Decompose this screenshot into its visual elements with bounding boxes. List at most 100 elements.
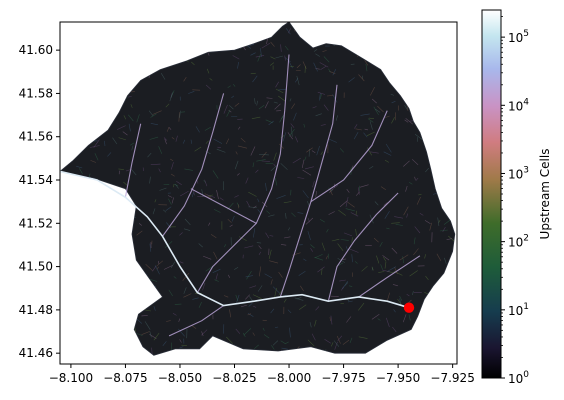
drainage-texture-line bbox=[306, 147, 313, 153]
drainage-texture-line bbox=[201, 329, 208, 336]
drainage-texture-line bbox=[270, 165, 278, 172]
drainage-texture-line bbox=[378, 271, 385, 273]
drainage-texture-line bbox=[354, 124, 358, 129]
drainage-texture-line bbox=[359, 184, 369, 188]
drainage-texture-line bbox=[170, 173, 175, 177]
drainage-texture-line bbox=[212, 170, 219, 179]
drainage-texture-line bbox=[380, 186, 386, 191]
drainage-texture-line bbox=[353, 132, 359, 140]
drainage-texture-line bbox=[254, 98, 256, 105]
drainage-texture-line bbox=[134, 327, 137, 333]
drainage-texture-line bbox=[273, 163, 276, 167]
drainage-texture-line bbox=[390, 93, 395, 96]
drainage-texture-line bbox=[263, 334, 270, 339]
drainage-texture-line bbox=[264, 101, 269, 109]
drainage-texture-line bbox=[374, 201, 379, 206]
drainage-texture-line bbox=[252, 294, 262, 299]
drainage-texture-line bbox=[150, 123, 158, 125]
drainage-texture-line bbox=[273, 152, 277, 161]
drainage-texture-line bbox=[287, 132, 293, 140]
drainage-texture-line bbox=[328, 68, 331, 73]
drainage-texture-line bbox=[270, 308, 275, 314]
drainage-texture-line bbox=[178, 328, 185, 337]
drainage-texture-line bbox=[290, 123, 295, 128]
y-tick-label: 41.50 bbox=[19, 260, 53, 274]
drainage-texture-line bbox=[313, 49, 318, 52]
drainage-texture-line bbox=[270, 41, 275, 47]
y-tick-label: 41.56 bbox=[19, 130, 53, 144]
drainage-texture-line bbox=[369, 121, 373, 130]
drainage-texture-line bbox=[340, 239, 349, 241]
drainage-texture-line bbox=[175, 184, 179, 189]
drainage-texture-line bbox=[354, 261, 358, 264]
drainage-texture-line bbox=[338, 209, 346, 216]
drainage-texture-line bbox=[148, 110, 154, 117]
colorbar-tick-label: 101 bbox=[508, 302, 529, 318]
drainage-texture-line bbox=[245, 177, 249, 184]
drainage-texture-line bbox=[331, 342, 334, 347]
drainage-texture-line bbox=[150, 163, 161, 165]
drainage-texture-line bbox=[371, 313, 380, 320]
drainage-texture-line bbox=[339, 279, 346, 282]
drainage-texture-line bbox=[274, 103, 281, 110]
colorbar-label: Upstream Cells bbox=[538, 149, 552, 240]
drainage-texture-line bbox=[394, 267, 398, 275]
tributary-channel bbox=[196, 54, 290, 293]
drainage-texture-line bbox=[237, 145, 248, 149]
drainage-texture-line bbox=[250, 72, 256, 75]
drainage-texture-line bbox=[413, 248, 419, 256]
drainage-texture-line bbox=[408, 314, 411, 321]
drainage-texture-line bbox=[216, 189, 219, 200]
drainage-texture-line bbox=[130, 104, 133, 108]
drainage-texture-line bbox=[94, 153, 99, 161]
drainage-texture-line bbox=[253, 205, 257, 209]
drainage-texture-line bbox=[385, 143, 392, 153]
drainage-texture-line bbox=[284, 55, 286, 61]
drainage-texture-line bbox=[387, 292, 390, 301]
drainage-texture-line bbox=[320, 124, 326, 126]
drainage-texture-line bbox=[313, 62, 318, 72]
drainage-texture-line bbox=[213, 251, 218, 260]
drainage-texture-line bbox=[405, 118, 413, 125]
drainage-texture-line bbox=[411, 159, 419, 166]
drainage-texture-line bbox=[284, 45, 289, 51]
drainage-texture-line bbox=[425, 167, 430, 173]
x-axis: −8.100 −8.075 −8.050 −8.025 −8.000 −7.975 −7.9… bbox=[49, 364, 475, 385]
drainage-texture-line bbox=[270, 56, 276, 60]
drainage-texture-line bbox=[405, 186, 408, 192]
drainage-texture-line bbox=[312, 106, 317, 109]
drainage-texture-line bbox=[251, 116, 261, 119]
drainage-texture-line bbox=[138, 223, 142, 226]
drainage-texture-line bbox=[321, 242, 326, 251]
x-tick-label: −8.025 bbox=[212, 371, 256, 385]
drainage-texture-line bbox=[312, 180, 315, 188]
drainage-texture-line bbox=[325, 255, 328, 260]
drainage-texture-line bbox=[280, 244, 287, 246]
drainage-texture-line bbox=[136, 114, 140, 123]
drainage-texture-line bbox=[163, 265, 173, 270]
drainage-texture-line bbox=[154, 199, 157, 203]
outlet-point bbox=[403, 302, 415, 313]
drainage-texture-line bbox=[285, 28, 291, 35]
drainage-texture-line bbox=[248, 206, 257, 208]
drainage-texture-line bbox=[347, 202, 355, 208]
drainage-texture-line bbox=[160, 73, 166, 80]
main-channel bbox=[60, 170, 410, 309]
drainage-texture-line bbox=[307, 339, 315, 347]
drainage-texture-line bbox=[258, 104, 265, 110]
drainage-texture-line bbox=[202, 255, 212, 260]
drainage-texture-line bbox=[424, 254, 426, 259]
drainage-texture-line bbox=[247, 44, 255, 46]
drainage-texture-line bbox=[248, 191, 257, 197]
drainage-texture-line bbox=[404, 119, 409, 123]
drainage-texture-line bbox=[395, 224, 403, 226]
drainage-texture-line bbox=[380, 264, 383, 270]
drainage-texture-line bbox=[275, 178, 278, 186]
drainage-texture-line bbox=[317, 91, 326, 95]
drainage-texture-line bbox=[307, 200, 310, 207]
drainage-texture-line bbox=[384, 261, 387, 269]
drainage-texture-line bbox=[328, 211, 335, 215]
drainage-texture-line bbox=[403, 160, 410, 167]
drainage-texture-line bbox=[278, 95, 286, 102]
drainage-texture-line bbox=[314, 257, 323, 261]
